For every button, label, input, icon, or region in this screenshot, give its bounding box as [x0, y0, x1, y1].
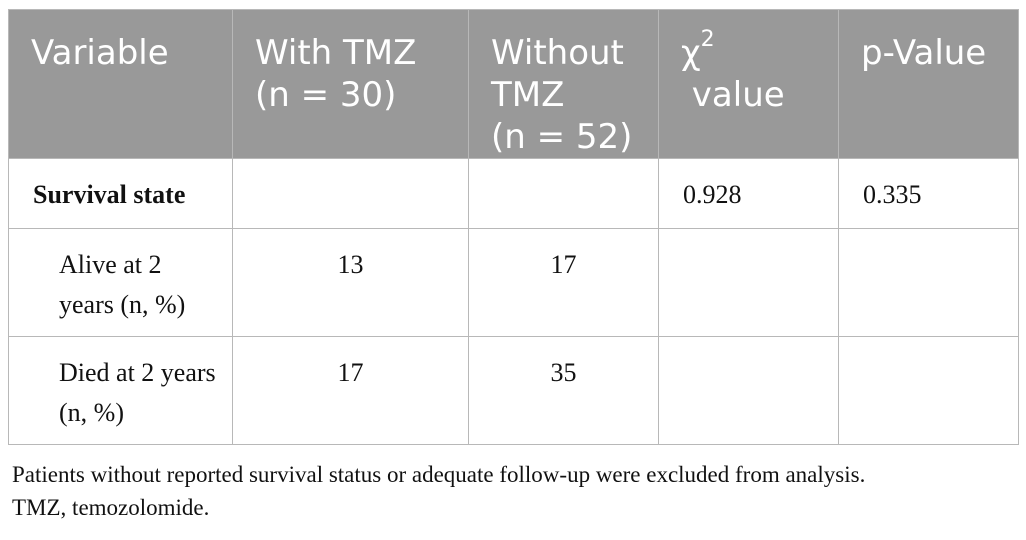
row-label: Survival state [8, 158, 233, 229]
cell-chi2: 0.928 [658, 158, 839, 229]
header-without-tmz: Without TMZ (n = 52) [468, 9, 659, 159]
header-with-tmz: With TMZ (n = 30) [232, 9, 469, 159]
header-p-value-label: p-Value [861, 33, 987, 73]
cell-with-tmz: 17 [232, 336, 469, 445]
header-row: Variable With TMZ (n = 30) Without TMZ (… [8, 9, 1019, 159]
header-with-tmz-label: With TMZ (n = 30) [255, 33, 417, 115]
footnote-line-2: TMZ, temozolomide. [12, 495, 210, 520]
data-table: Variable With TMZ (n = 30) Without TMZ (… [8, 9, 1019, 445]
cell-p-value: 0.335 [838, 158, 1019, 229]
footnote-line-1: Patients without reported survival statu… [12, 462, 866, 487]
cell-with-tmz: 13 [232, 228, 469, 337]
chi-superscript: 2 [700, 26, 715, 52]
cell-p-value [838, 228, 1019, 337]
table-body: Survival state 0.928 0.335 Alive at 2 ye… [8, 158, 1019, 445]
table-row: Died at 2 years (n, %) 17 35 [8, 336, 1019, 445]
cell-without-tmz: 35 [468, 336, 659, 445]
cell-without-tmz: 17 [468, 228, 659, 337]
row-label: Died at 2 years (n, %) [8, 336, 233, 445]
header-chi2: χ2 value [658, 9, 839, 159]
chi-symbol: χ [681, 33, 701, 73]
cell-with-tmz [232, 158, 469, 229]
header-p-value: p-Value [838, 9, 1019, 159]
table-header: Variable With TMZ (n = 30) Without TMZ (… [8, 9, 1019, 159]
header-variable: Variable [8, 9, 233, 159]
header-without-tmz-label: Without TMZ (n = 52) [491, 33, 633, 157]
cell-chi2 [658, 228, 839, 337]
cell-p-value [838, 336, 1019, 445]
cell-without-tmz [468, 158, 659, 229]
chi-label: value [681, 75, 785, 115]
table-row: Survival state 0.928 0.335 [8, 158, 1019, 229]
row-label: Alive at 2 years (n, %) [8, 228, 233, 337]
header-variable-label: Variable [31, 33, 169, 73]
table-footnote: Patients without reported survival statu… [12, 458, 1018, 524]
cell-chi2 [658, 336, 839, 445]
table-row: Alive at 2 years (n, %) 13 17 [8, 228, 1019, 337]
